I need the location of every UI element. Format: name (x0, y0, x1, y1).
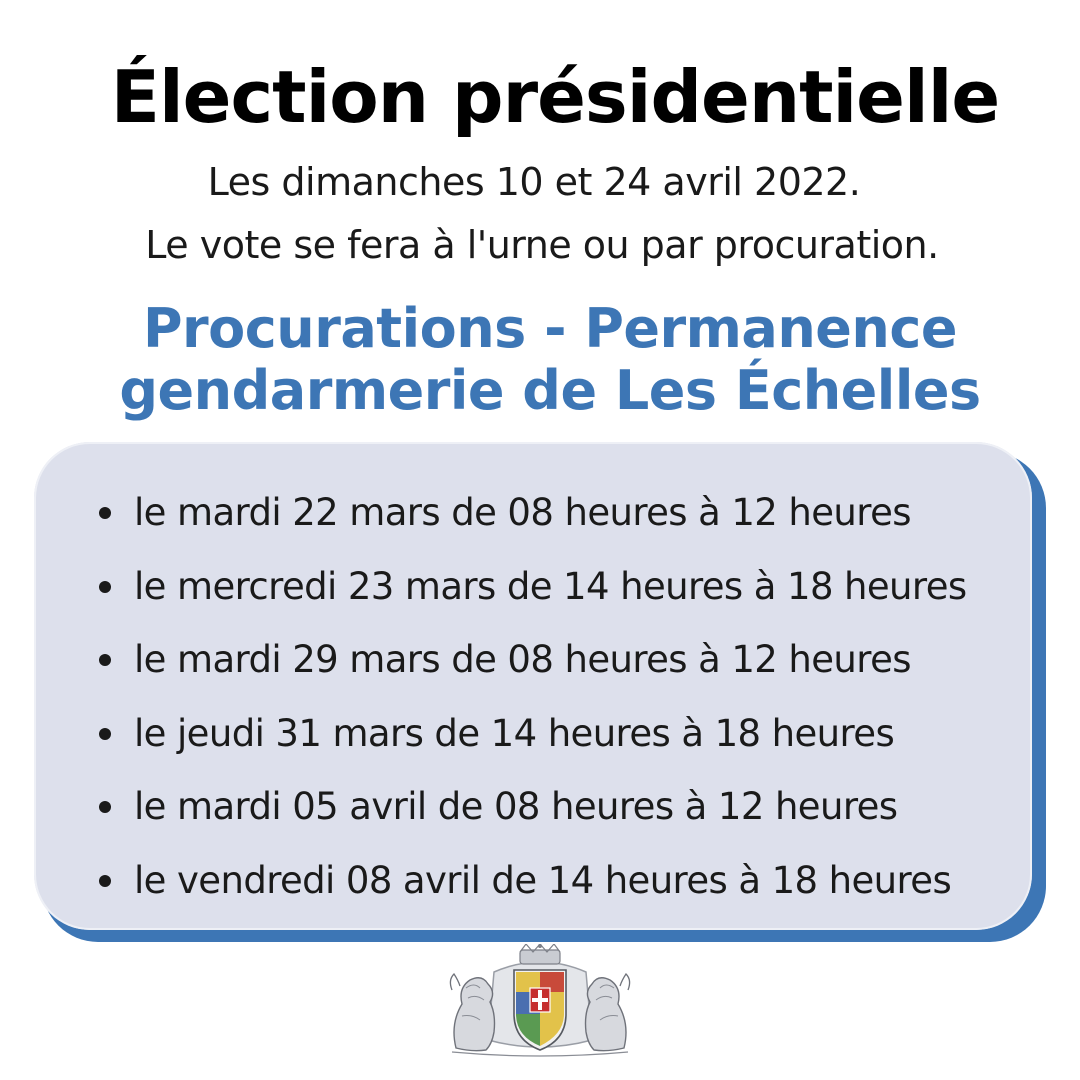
schedule-item-text: le vendredi 08 avril de 14 heures à 18 h… (134, 858, 952, 902)
schedule-card (34, 442, 1032, 930)
procurations-heading: Procurations - Permanence gendarmerie de… (0, 298, 1080, 422)
bullet-icon (99, 801, 111, 813)
schedule-item-text: le mercredi 23 mars de 14 heures à 18 he… (134, 564, 967, 608)
schedule-item-text: le jeudi 31 mars de 14 heures à 18 heure… (134, 711, 895, 755)
schedule-item-text: le mardi 29 mars de 08 heures à 12 heure… (134, 638, 912, 681)
schedule-item: le vendredi 08 avril de 14 heures à 18 h… (96, 846, 967, 920)
bullet-icon (99, 580, 111, 593)
schedule-list: le mardi 22 mars de 08 heures à 12 heure… (96, 478, 967, 919)
page-title: Élection présidentielle (110, 55, 1000, 139)
bullet-icon (99, 874, 111, 887)
election-dates: Les dimanches 10 et 24 avril 2022. (207, 160, 861, 204)
schedule-item: le mardi 05 avril de 08 heures à 12 heur… (96, 772, 967, 846)
schedule-item-text: le mardi 05 avril de 08 heures à 12 heur… (134, 785, 898, 828)
bullet-icon (99, 654, 111, 666)
procurations-heading-line-1: Procurations - Permanence (142, 297, 958, 360)
schedule-item: le mardi 22 mars de 08 heures à 12 heure… (96, 478, 967, 552)
bullet-icon (99, 727, 111, 740)
schedule-item: le jeudi 31 mars de 14 heures à 18 heure… (96, 699, 967, 773)
schedule-item: le mercredi 23 mars de 14 heures à 18 he… (96, 552, 967, 626)
schedule-item: le mardi 29 mars de 08 heures à 12 heure… (96, 625, 967, 699)
coat-of-arms-icon (449, 944, 631, 1057)
vote-method: Le vote se fera à l'urne ou par procurat… (145, 223, 939, 267)
schedule-item-text: le mardi 22 mars de 08 heures à 12 heure… (134, 491, 912, 534)
bullet-icon (99, 507, 111, 519)
procurations-heading-line-2: gendarmerie de Les Échelles (119, 359, 981, 422)
